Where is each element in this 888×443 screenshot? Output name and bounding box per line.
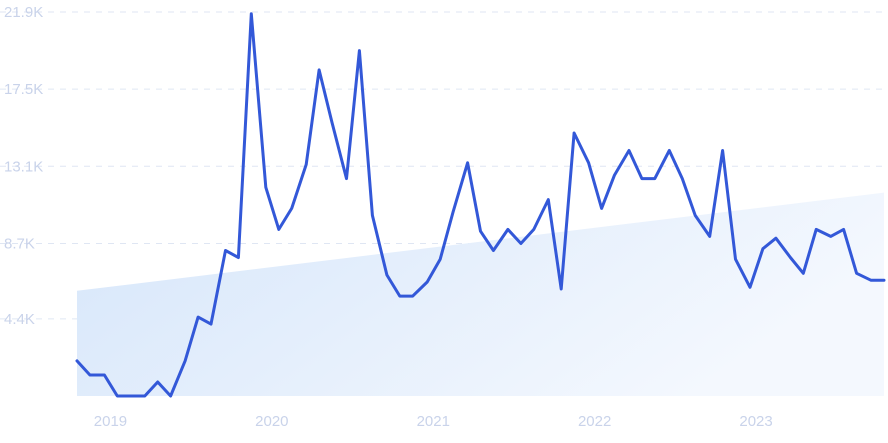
y-tick-label: 21.9K	[4, 4, 43, 21]
y-tick-label: 8.7K	[4, 235, 35, 252]
series-lines	[75, 12, 886, 398]
x-tick-label: 2022	[578, 413, 611, 430]
y-tick-label: 4.4K	[4, 311, 35, 328]
y-axis: 4.4K 8.7K 13.1K 17.5K 21.9K	[4, 4, 43, 328]
x-axis: 2019 2020 2021 2022 2023	[94, 413, 773, 430]
y-tick-label: 13.1K	[4, 158, 43, 175]
x-tick-label: 2020	[255, 413, 288, 430]
trend-area-fill	[77, 192, 884, 396]
x-tick-label: 2021	[417, 413, 450, 430]
x-tick-label: 2019	[94, 413, 127, 430]
series-line	[75, 12, 886, 398]
y-tick-label: 17.5K	[4, 81, 43, 98]
x-tick-label: 2023	[739, 413, 772, 430]
trend-area	[77, 192, 884, 396]
